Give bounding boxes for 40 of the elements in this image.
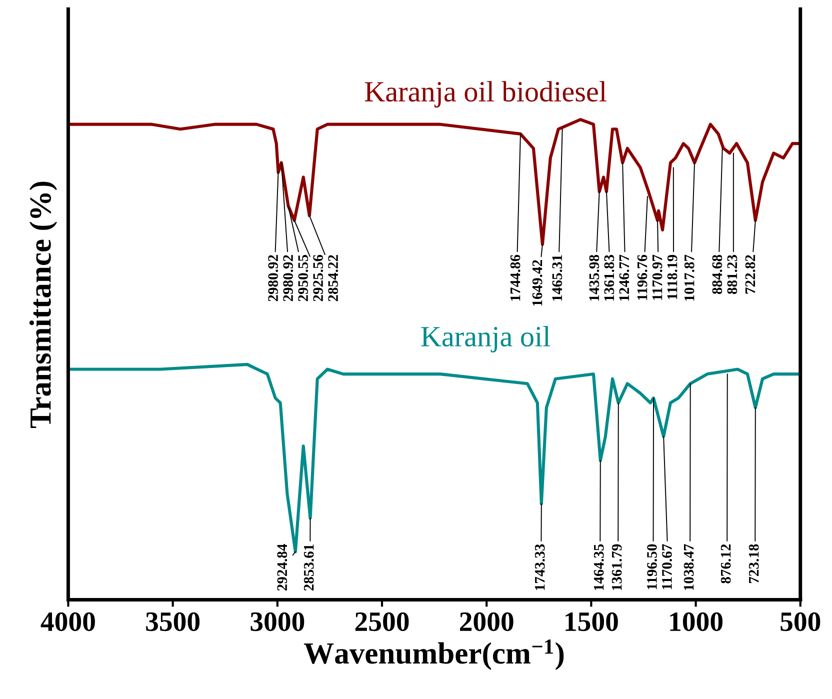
annotation: 2950.55 (298, 254, 308, 302)
x-tick-label: 1500 (566, 612, 618, 632)
annotation: 2854.22 (328, 255, 338, 302)
annotation: 2980.92 (268, 255, 278, 302)
annotation: 2924.84 (277, 544, 288, 591)
annotation: 884.68 (712, 254, 722, 294)
annotation: 1361.79 (612, 544, 622, 590)
x-tick-label: 2000 (460, 612, 514, 632)
y-axis-title: Transmittance (%) (29, 182, 58, 428)
annotation: 1196.50 (647, 544, 657, 590)
series-label: Karanja oil (421, 326, 550, 352)
annotation: 881.23 (727, 254, 738, 294)
x-tick-label: 3500 (146, 612, 200, 632)
x-axis-title: Wavenumber(cm$^{−1}$) (304, 640, 564, 670)
annotation: 1017.87 (684, 254, 694, 301)
annotation: 1649.42 (532, 260, 542, 306)
annotation: 722.82 (745, 255, 756, 294)
annotation: 723.18 (748, 544, 759, 584)
annotation: 1246.77 (619, 254, 630, 301)
annotation: 1170.67 (662, 544, 672, 590)
x-tick-label: 4000 (40, 612, 95, 632)
x-tick-label: 3000 (250, 612, 304, 632)
x-tick-label: 2500 (355, 612, 409, 632)
annotation: 1743.33 (534, 544, 545, 590)
annotation: 2925.56 (313, 254, 324, 302)
annotation: 1744.86 (510, 254, 520, 301)
annotation: 1038.47 (684, 544, 694, 590)
annotation: 876.12 (720, 544, 731, 584)
annotation: 1464.35 (594, 544, 604, 590)
x-tick-label: 1000 (670, 612, 723, 632)
annotation: 1170.97 (652, 254, 662, 300)
series-label: Karanja oil biodiesel (364, 81, 606, 108)
annotation: 2980.92 (283, 255, 294, 302)
annotation: 1435.98 (589, 254, 600, 301)
annotation: 1361.83 (604, 254, 614, 301)
annotation: 1196.76 (637, 254, 648, 300)
x-tick-label: 500 (780, 612, 820, 632)
annotation: 1118.19 (667, 254, 678, 300)
annotation: 2853.61 (304, 544, 314, 591)
annotation: 1465.31 (552, 255, 562, 301)
